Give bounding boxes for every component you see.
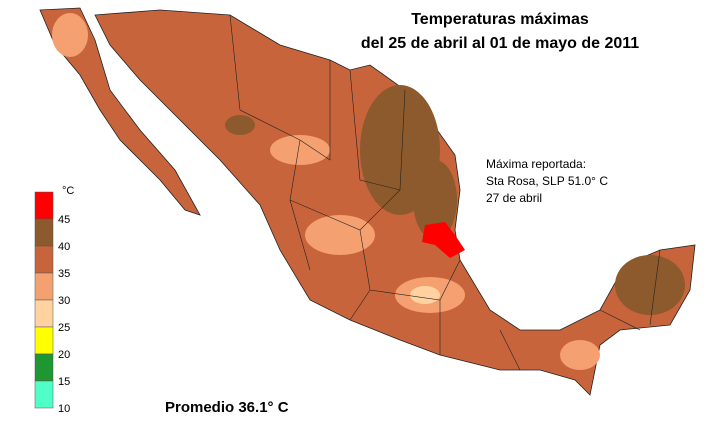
legend: °C 45 40 35 30 25 20 15 10	[34, 185, 74, 415]
mild-zone	[52, 13, 88, 57]
legend-swatch	[34, 272, 54, 301]
legend-unit: °C	[62, 185, 74, 197]
hot-zone	[615, 255, 685, 315]
average: Promedio 36.1° C	[165, 399, 289, 416]
legend-swatch	[34, 299, 54, 328]
title: del 25 de abril al 01 de mayo de 2011	[361, 35, 639, 52]
mild-zone	[560, 340, 600, 370]
legend-label: 35	[58, 268, 70, 280]
annotation: Máxima reportada:	[486, 157, 586, 171]
legend-label: 30	[58, 295, 70, 307]
legend-swatch	[34, 218, 54, 247]
annotation: 27 de abril	[486, 191, 542, 205]
hot-zone	[413, 160, 457, 240]
mild-zone	[270, 135, 330, 165]
cool-zone	[410, 286, 440, 304]
max-zone	[422, 222, 465, 258]
baja-california	[39, 7, 201, 216]
legend-label: 45	[58, 214, 70, 226]
mexico-map	[39, 7, 696, 396]
legend-swatch	[34, 326, 54, 355]
legend-swatch	[34, 245, 54, 274]
annotation: Sta Rosa, SLP 51.0° C	[486, 174, 608, 188]
legend-label: 20	[58, 349, 70, 361]
legend-label: 25	[58, 322, 70, 334]
legend-label: 40	[58, 241, 70, 253]
legend-label: 15	[58, 376, 70, 388]
hot-zone	[225, 115, 255, 135]
legend-swatch	[34, 353, 54, 382]
mild-zone	[305, 215, 375, 255]
legend-swatch	[34, 380, 54, 409]
state-borders	[229, 14, 661, 371]
legend-label: 10	[58, 403, 70, 415]
legend-swatch	[34, 191, 54, 220]
title: Temperaturas máximas	[411, 11, 589, 28]
